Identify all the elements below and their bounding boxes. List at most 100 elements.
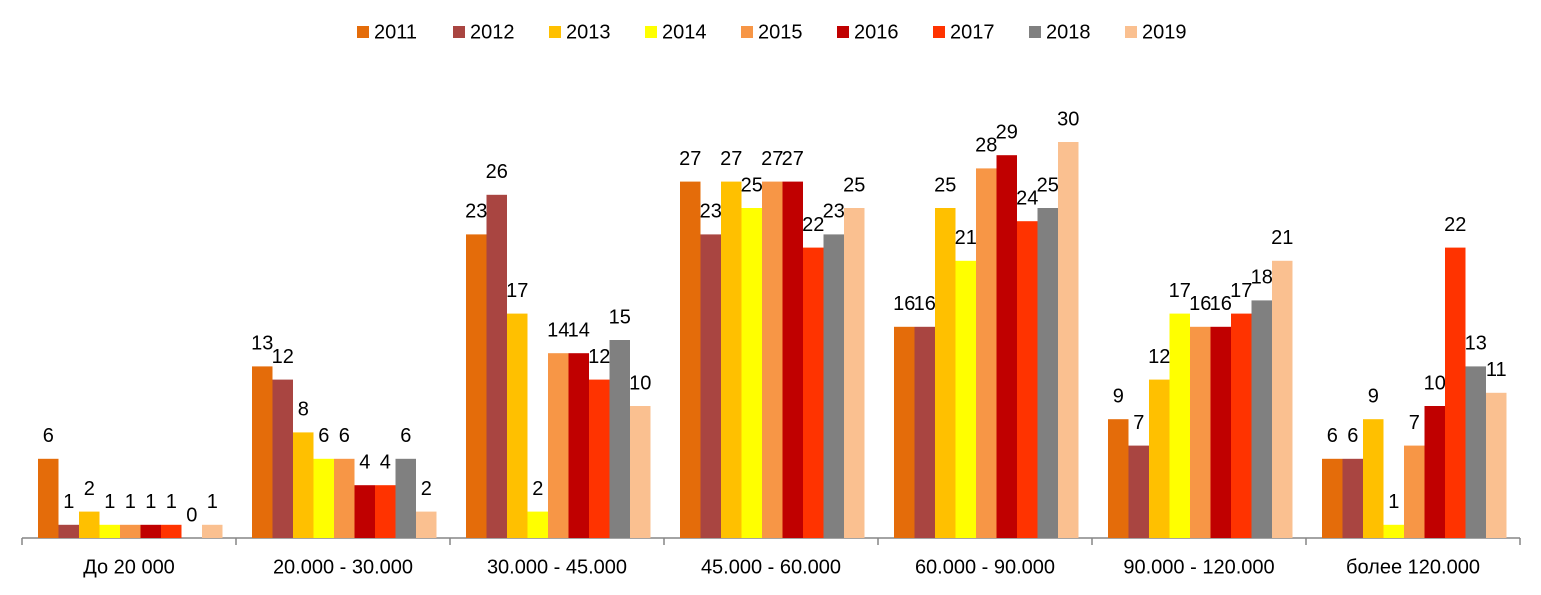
legend-label: 2013 [566,21,611,43]
bar [1322,458,1343,538]
value-label: 0 [186,504,197,526]
bar [996,155,1017,538]
value-label: 12 [588,346,610,368]
value-label: 2 [532,478,543,500]
value-label: 27 [720,148,742,170]
x-tick-label: До 20 000 [83,556,175,578]
bar [527,511,548,538]
value-label: 1 [207,491,218,513]
value-label: 9 [1113,385,1124,407]
x-tick-label: 30.000 - 45.000 [487,556,627,578]
bar [79,511,100,538]
value-label: 25 [843,174,865,196]
value-label: 1 [1388,491,1399,513]
value-label: 22 [802,214,824,236]
x-tick-label: 60.000 - 90.000 [915,556,1055,578]
value-label: 6 [1347,425,1358,447]
value-label: 17 [506,280,528,302]
bar [568,353,589,538]
bar [721,181,742,538]
bar [700,234,721,538]
bar [1058,142,1079,538]
value-label: 12 [272,346,294,368]
value-label: 24 [1016,187,1038,209]
legend-label: 2019 [1142,21,1187,43]
legend-label: 2016 [854,21,899,43]
legend-swatch [549,26,561,38]
value-label: 27 [782,148,804,170]
bar [1231,313,1252,538]
legend-label: 2011 [374,21,417,43]
bar [823,234,844,538]
value-label: 18 [1251,267,1273,289]
bar [334,458,355,538]
legend-swatch [837,26,849,38]
bar [1037,208,1058,538]
value-label: 13 [1465,333,1487,355]
bar [609,340,630,538]
bar [935,208,956,538]
value-label: 1 [145,491,156,513]
bar [1251,300,1272,538]
value-label: 7 [1409,412,1420,434]
legend-swatch [1029,26,1041,38]
legend-swatch [357,26,369,38]
bar [1404,445,1425,538]
legend-swatch [453,26,465,38]
bar [272,379,293,538]
value-label: 6 [400,425,411,447]
value-label: 25 [934,174,956,196]
value-label: 6 [339,425,350,447]
value-label: 4 [380,451,391,473]
bar [976,168,997,538]
value-label: 17 [1230,280,1252,302]
value-label: 23 [465,201,487,223]
value-label: 25 [1037,174,1059,196]
value-label: 4 [359,451,370,473]
x-tick-label: 20.000 - 30.000 [273,556,413,578]
bar [140,524,161,538]
value-label: 17 [1169,280,1191,302]
bar [507,313,528,538]
value-label: 21 [1271,227,1293,249]
legend-swatch [933,26,945,38]
bar [1149,379,1170,538]
bar [99,524,120,538]
value-label: 15 [609,306,631,328]
value-label: 26 [486,161,508,183]
legend-swatch [741,26,753,38]
legend-label: 2014 [662,21,707,43]
bar [782,181,803,538]
bar [313,458,334,538]
bar [548,353,569,538]
legend-label: 2017 [950,21,995,43]
legend-label: 2015 [758,21,803,43]
value-label: 2 [421,478,432,500]
bar [630,406,651,538]
bar [1363,419,1384,538]
x-tick-label: 90.000 - 120.000 [1123,556,1274,578]
value-label: 6 [318,425,329,447]
bar [741,208,762,538]
bar [680,181,701,538]
bar [1210,326,1231,538]
bar [161,524,182,538]
bar [375,485,396,538]
value-label: 11 [1486,359,1507,381]
legend-swatch [645,26,657,38]
bar [1108,419,1129,538]
bar [1465,366,1486,538]
bar [955,260,976,538]
value-label: 6 [43,425,54,447]
value-label: 1 [125,491,136,513]
value-label: 1 [104,491,115,513]
value-label: 16 [1189,293,1211,315]
value-label: 1 [166,491,177,513]
bar [1190,326,1211,538]
bar [466,234,487,538]
bar [1486,392,1507,538]
bar [120,524,141,538]
value-label: 16 [893,293,915,315]
